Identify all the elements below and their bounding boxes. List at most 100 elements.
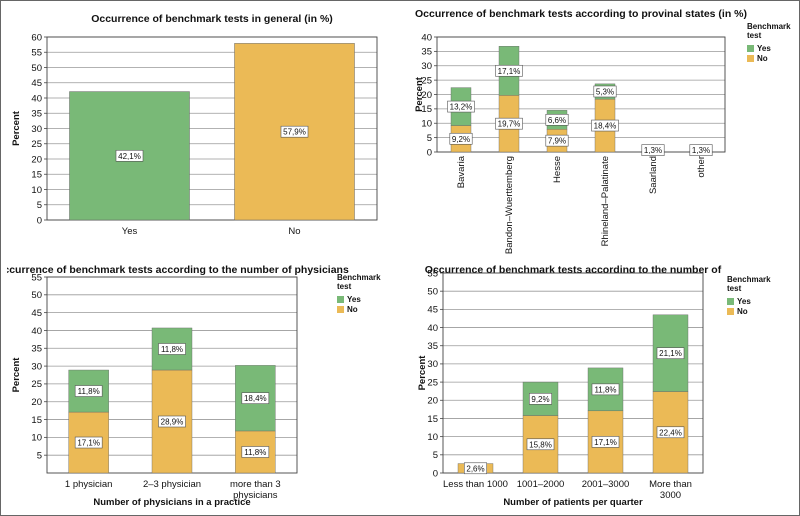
data-label: 11,8% — [78, 387, 100, 396]
legend-swatch-yes — [747, 45, 754, 52]
data-label-box — [158, 343, 186, 355]
data-label: 17,1% — [77, 439, 100, 448]
data-label: 2,6% — [466, 464, 484, 473]
x-axis-title: Number of physicians in a practice — [93, 497, 250, 508]
data-label: 7,9% — [548, 137, 566, 146]
data-label-box — [526, 438, 555, 451]
y-tick-label: 25 — [31, 379, 42, 390]
y-axis-title: Percent — [11, 110, 22, 146]
data-label: 18,4% — [594, 122, 617, 131]
x-axis-title: Number of patients per quarter — [503, 497, 643, 508]
y-tick-label: 40 — [31, 93, 42, 104]
y-tick-label: 15 — [421, 104, 432, 115]
x-tick-label: Saarland — [648, 156, 659, 194]
data-label: 17,1% — [594, 438, 617, 447]
chart-general: Occurrence of benchmark tests in general… — [11, 13, 378, 237]
y-tick-label: 30 — [421, 61, 432, 72]
chart-physicians-per-practice: Occurrence of benchmark tests according … — [7, 264, 381, 508]
data-label: 19,7% — [498, 120, 521, 129]
data-label: 6,6% — [548, 116, 566, 125]
y-tick-label: 20 — [31, 154, 42, 165]
y-tick-label: 55 — [427, 268, 438, 279]
data-label-box — [591, 119, 619, 132]
x-tick-label: other — [696, 156, 707, 178]
y-tick-label: 60 — [31, 32, 42, 43]
x-tick-label: Bavaria — [456, 155, 467, 188]
data-label: 17,1% — [498, 67, 521, 76]
x-tick-label: Less than 1000 — [443, 479, 508, 490]
data-label: 42,1% — [118, 152, 141, 161]
data-label: 13,2% — [450, 103, 473, 112]
y-tick-label: 15 — [427, 414, 438, 425]
y-tick-label: 25 — [31, 139, 42, 150]
data-label-box — [656, 426, 685, 439]
data-label-box — [280, 125, 309, 138]
x-tick-label: more than 3 — [230, 479, 281, 490]
y-tick-label: 50 — [427, 286, 438, 297]
y-tick-label: 45 — [31, 308, 42, 319]
legend-swatch-yes — [727, 298, 734, 305]
data-label-box — [241, 392, 270, 404]
data-label-box — [656, 347, 685, 359]
y-tick-label: 45 — [31, 78, 42, 89]
data-label-box — [74, 436, 103, 449]
y-tick-label: 0 — [427, 147, 432, 158]
y-tick-label: 35 — [31, 344, 42, 355]
y-tick-label: 10 — [31, 185, 42, 196]
y-tick-label: 5 — [427, 133, 432, 144]
legend-title: Benchmark — [727, 275, 771, 284]
x-tick-label: 2–3 physician — [143, 479, 201, 490]
plot-frame — [442, 272, 704, 474]
x-tick-label: Yes — [122, 226, 138, 237]
x-tick-label: No — [288, 226, 300, 237]
data-label: 18,4% — [244, 394, 267, 403]
y-tick-label: 5 — [37, 450, 42, 461]
y-tick-label: 50 — [31, 63, 42, 74]
data-label-box — [495, 64, 523, 77]
y-tick-label: 40 — [427, 323, 438, 334]
y-tick-label: 20 — [427, 396, 438, 407]
data-label-box — [449, 132, 473, 145]
data-label-box — [593, 85, 617, 98]
plot-frame — [436, 36, 726, 153]
y-tick-label: 10 — [427, 432, 438, 443]
x-tick-label: Bandon–Wuerttemberg — [504, 156, 515, 254]
y-tick-label: 25 — [421, 75, 432, 86]
y-tick-label: 0 — [433, 468, 438, 479]
y-tick-label: 30 — [427, 359, 438, 370]
chart-provincial-states: Occurrence of benchmark tests according … — [414, 8, 791, 254]
data-label: 11,8% — [594, 385, 616, 394]
legend-label: Yes — [757, 44, 771, 53]
y-tick-label: 0 — [37, 215, 42, 226]
legend-title: test — [727, 284, 742, 293]
data-label: 28,9% — [161, 418, 184, 427]
legend-swatch-no — [337, 306, 344, 313]
data-label: 5,3% — [596, 87, 614, 96]
data-label: 11,8% — [244, 448, 266, 457]
y-tick-label: 5 — [433, 450, 438, 461]
y-tick-label: 40 — [31, 326, 42, 337]
y-tick-label: 55 — [31, 272, 42, 283]
y-tick-label: 35 — [31, 109, 42, 120]
legend-title: test — [747, 31, 762, 40]
plot-frame — [46, 36, 378, 221]
data-label-box — [115, 149, 144, 162]
x-tick-label: 1001–2000 — [517, 479, 565, 490]
y-axis-title: Percent — [11, 357, 22, 393]
legend-title: Benchmark — [337, 273, 381, 282]
data-label: 1,3% — [692, 146, 710, 155]
y-axis-title: Percent — [417, 355, 428, 391]
y-axis-title: Percent — [414, 76, 425, 112]
y-tick-label: 25 — [427, 377, 438, 388]
data-label-box — [641, 144, 665, 156]
y-tick-label: 30 — [31, 124, 42, 135]
y-tick-label: 50 — [31, 290, 42, 301]
chart-title-line: Occurrence of benchmark tests according … — [415, 8, 747, 20]
y-tick-label: 45 — [427, 305, 438, 316]
y-tick-label: 10 — [31, 433, 42, 444]
y-tick-label: 5 — [37, 200, 42, 211]
x-tick-label: physicians — [233, 490, 278, 501]
legend-swatch-yes — [337, 296, 344, 303]
legend-title: test — [337, 282, 352, 291]
